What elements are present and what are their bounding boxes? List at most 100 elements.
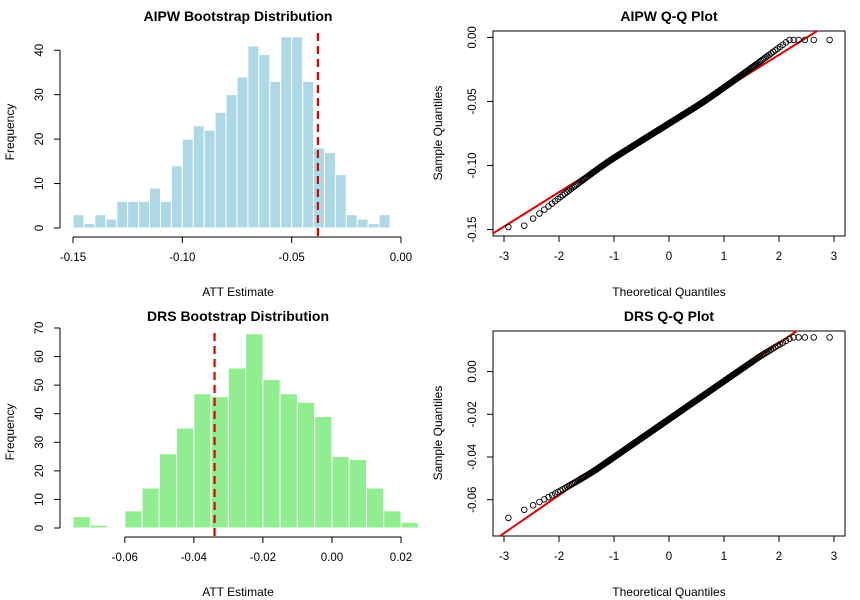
drs-histogram-xlabel: ATT Estimate [202,585,274,599]
drs-histogram-x-tick-label: 0.02 [390,552,412,564]
aipw-histogram-bar [203,129,216,229]
aipw-qq-x-tick-label: 1 [721,251,727,263]
drs-qq-point [529,502,537,509]
aipw-qq-y-tick-label: -0.10 [467,152,479,178]
aipw-qq-x-tick-label: -1 [609,251,619,263]
aipw-histogram-bar [345,214,358,229]
drs-qq-title: DRS Q-Q Plot [624,308,715,324]
drs-histogram-y-tick-label: 60 [34,350,46,363]
aipw-histogram-bar [280,36,293,229]
aipw-histogram-bar [105,218,118,229]
drs-histogram-bar [383,510,402,529]
aipw-histogram-bar [170,165,183,229]
drs-histogram-bar [158,453,178,529]
drs-qq-y-tick-label: 0.00 [467,360,479,382]
aipw-histogram-bar [236,76,249,229]
aipw-qq-panel: AIPW Q-Q Plot -3 -2 -1 0 1 2 3 0.00 -0.05 -0.10 -0… [431,8,846,299]
aipw-qq-x-tick-label: 2 [776,251,782,263]
drs-qq-y-tick-label: -0.04 [467,443,479,470]
drs-qq-point [790,334,797,341]
drs-histogram-bar [331,456,350,529]
drs-qq-x-tick-label: -1 [609,551,619,563]
aipw-histogram-title: AIPW Bootstrap Distribution [144,8,333,24]
aipw-qq-y-tick-label: -0.05 [467,88,479,114]
aipw-qq-xlabel: Theoretical Quantiles [612,285,725,299]
aipw-qq-y-tick-label: -0.15 [467,216,479,242]
aipw-histogram-y-tick-label: 10 [34,177,46,190]
aipw-histogram-bar [72,214,85,229]
drs-qq-point [760,350,768,358]
drs-histogram-bar [141,487,160,529]
aipw-histogram-bar [302,80,315,229]
drs-histogram-bar [89,524,109,529]
aipw-histogram-panel: AIPW Bootstrap Distribution -0.15 -0.10 -0… [3,8,412,299]
drs-histogram-y-tick-label: 50 [34,379,46,392]
drs-qq-point [826,334,833,341]
aipw-histogram-x-tick-label: 0.00 [390,252,412,264]
drs-qq-panel: DRS Q-Q Plot -3 -2 -1 0 1 2 3 0.00 -0.02 -0.04 -0.… [431,308,846,599]
drs-qq-point [545,493,552,501]
aipw-qq-point [520,222,528,229]
drs-qq-point [786,335,793,343]
drs-qq-point [795,334,802,341]
aipw-histogram-bar [214,111,227,229]
aipw-histogram-xlabel: ATT Estimate [202,285,274,299]
aipw-histogram-bar [258,54,271,229]
drs-histogram-bar [279,393,298,529]
aipw-qq-point [826,36,833,44]
aipw-qq-point [786,36,793,44]
drs-qq-x-tick-label: -3 [499,551,509,563]
aipw-histogram-x-tick-label: -0.15 [60,252,86,264]
aipw-qq-x-tick-label: -2 [554,251,564,263]
aipw-histogram-bar [116,200,129,229]
drs-qq-x-tick-label: 1 [721,551,727,563]
aipw-histogram-bar [323,151,336,229]
aipw-histogram-bar [94,214,107,229]
drs-histogram-y-tick-label: 20 [34,464,46,477]
drs-histogram-bar [348,458,367,529]
aipw-qq-point [536,210,543,217]
aipw-qq-title: AIPW Q-Q Plot [620,8,718,24]
aipw-histogram-y-tick-label: 30 [34,88,46,101]
drs-qq-point [810,334,818,341]
aipw-histogram-bar [127,200,140,229]
aipw-qq-axes: -3 -2 -1 0 1 2 3 0.00 -0.05 -0.10 -0.15 [467,26,837,263]
drs-histogram-y-tick-label: 70 [34,322,46,335]
aipw-histogram-x-tick-label: -0.10 [169,252,195,264]
aipw-qq-x-tick-label: 3 [831,251,837,263]
drs-qq-x-tick-label: -2 [554,551,564,563]
drs-qq-point [520,506,528,514]
aipw-qq-point [529,215,537,222]
aipw-qq-point [505,223,512,231]
aipw-histogram-bar [367,223,380,229]
drs-histogram-bar [193,393,212,529]
drs-histogram-title: DRS Bootstrap Distribution [147,308,329,324]
drs-histogram-bar [400,521,419,529]
aipw-histogram-y-tick-label: 20 [34,133,46,146]
drs-qq-y-tick-label: -0.02 [467,401,479,427]
drs-histogram-panel: DRS Bootstrap Distribution -0.06 -0.04 -0.… [3,308,419,599]
drs-histogram-bar [314,416,333,529]
drs-histogram-y-tick-label: 10 [34,493,46,506]
aipw-qq-point [559,191,567,199]
aipw-histogram-bar [378,214,391,229]
aipw-qq-x-tick-label: -3 [499,251,509,263]
aipw-qq-y-tick-label: 0.00 [467,26,479,48]
drs-qq-point [548,491,556,499]
drs-qq-axes: -3 -2 -1 0 1 2 3 0.00 -0.02 -0.04 -0.06 [467,360,837,563]
aipw-qq-points [505,36,833,231]
drs-histogram-x-tick-label: -0.04 [181,552,208,564]
drs-qq-x-tick-label: 3 [831,551,837,563]
aipw-histogram-bar [356,218,369,229]
aipw-histogram-bar [83,223,96,229]
aipw-histogram-axes: -0.15 -0.10 -0.05 0.00 0 10 20 30 40 [34,44,412,264]
drs-histogram-x-tick-label: -0.02 [250,552,276,564]
aipw-histogram-bar [269,80,282,229]
aipw-qq-point [767,50,775,57]
drs-histogram-bar [365,487,385,529]
drs-qq-x-tick-label: 0 [666,551,672,563]
drs-histogram-bar [176,427,195,529]
aipw-qq-point [795,36,802,44]
drs-histogram-axes: -0.06 -0.04 -0.02 0.00 0.02 0 10 20 30 40 50 60 70 [34,322,412,564]
